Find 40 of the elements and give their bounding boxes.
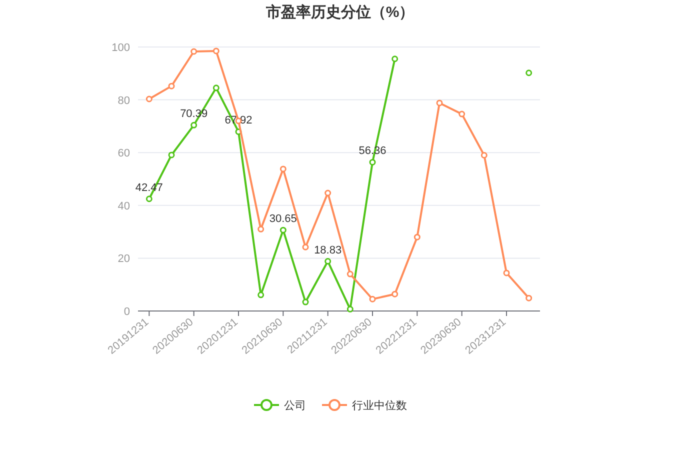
point [280, 166, 286, 172]
point [480, 152, 488, 158]
point [280, 226, 286, 234]
point [190, 48, 198, 55]
point [258, 226, 264, 232]
point [212, 84, 220, 92]
y-tick-label: 40 [118, 200, 130, 212]
point [369, 296, 376, 302]
point [302, 298, 309, 306]
y-tick-label: 60 [118, 148, 130, 160]
point [346, 270, 354, 278]
point [526, 70, 532, 76]
data-label: 30.65 [269, 213, 297, 226]
data-label: 18.83 [314, 244, 342, 256]
point [369, 158, 376, 166]
y-tick-label: 80 [118, 94, 130, 107]
point [503, 270, 510, 276]
point [146, 96, 152, 102]
point [302, 244, 309, 250]
point [414, 234, 420, 240]
chart-title: 市盈率历史分位（%） [264, 3, 414, 21]
point [168, 152, 175, 158]
point [146, 196, 152, 202]
point [392, 290, 398, 298]
legend-label: 行业中位数 [352, 399, 407, 412]
point [168, 82, 175, 90]
point [258, 292, 264, 298]
point [526, 294, 532, 302]
point [212, 48, 220, 54]
y-tick-label: 100 [112, 42, 130, 54]
y-tick-label: 20 [118, 253, 130, 266]
point [392, 56, 398, 62]
legend-label: 公司 [284, 400, 306, 412]
point [458, 110, 466, 118]
point [190, 122, 198, 128]
point [324, 190, 332, 196]
point [346, 306, 354, 312]
point [436, 100, 443, 106]
y-tick-label: 0 [124, 306, 130, 318]
point [324, 258, 332, 265]
